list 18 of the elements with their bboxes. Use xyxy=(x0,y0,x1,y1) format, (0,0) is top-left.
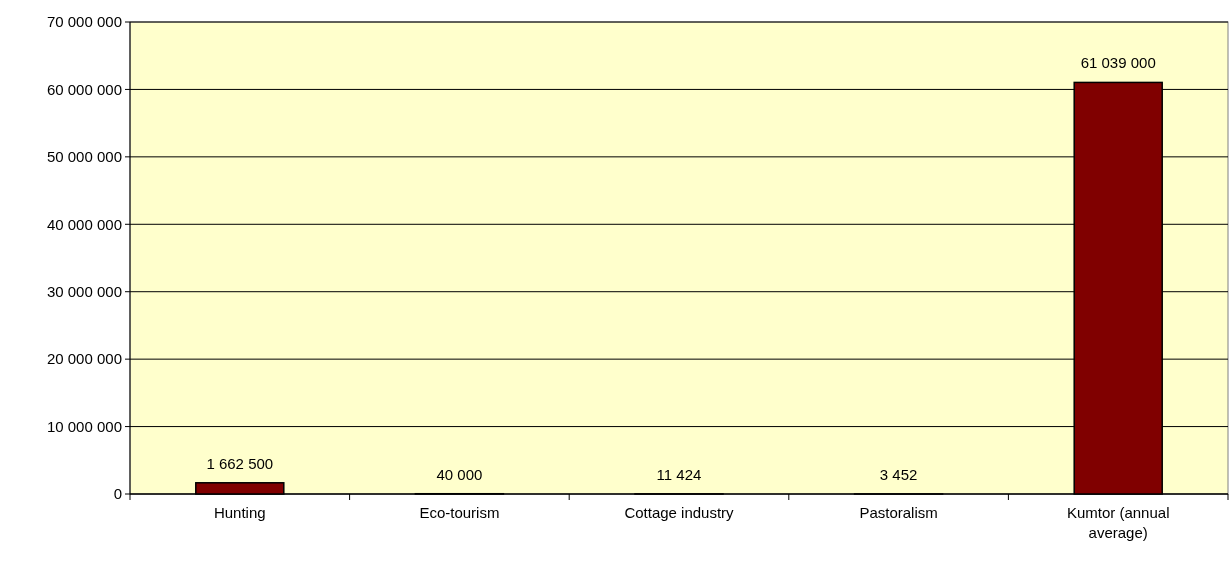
x-tick-label: Kumtor (annual average) xyxy=(1066,504,1170,541)
data-label: 40 000 xyxy=(436,465,483,483)
data-label: 61 039 000 xyxy=(1080,54,1156,72)
y-tick-label: 10 000 000 xyxy=(46,417,122,435)
data-label: 11 424 xyxy=(656,465,702,483)
y-tick-label: 60 000 000 xyxy=(46,80,122,98)
x-tick-label: Pastoralism xyxy=(859,504,938,521)
y-tick-label: 70 000 000 xyxy=(46,13,122,31)
y-tick-label: 30 000 000 xyxy=(46,282,122,300)
y-tick-label: 20 000 000 xyxy=(46,350,122,368)
x-tick-label: Cottage industry xyxy=(624,504,735,521)
data-label: 3 452 xyxy=(879,465,918,483)
x-tick-label: Hunting xyxy=(213,504,266,521)
y-tick-label: 0 xyxy=(113,485,122,503)
y-tick-label: 40 000 000 xyxy=(46,215,122,233)
x-tick-label: Eco-tourism xyxy=(419,504,500,521)
data-label: 1 662 500 xyxy=(206,454,274,472)
y-tick-label: 50 000 000 xyxy=(46,148,122,166)
